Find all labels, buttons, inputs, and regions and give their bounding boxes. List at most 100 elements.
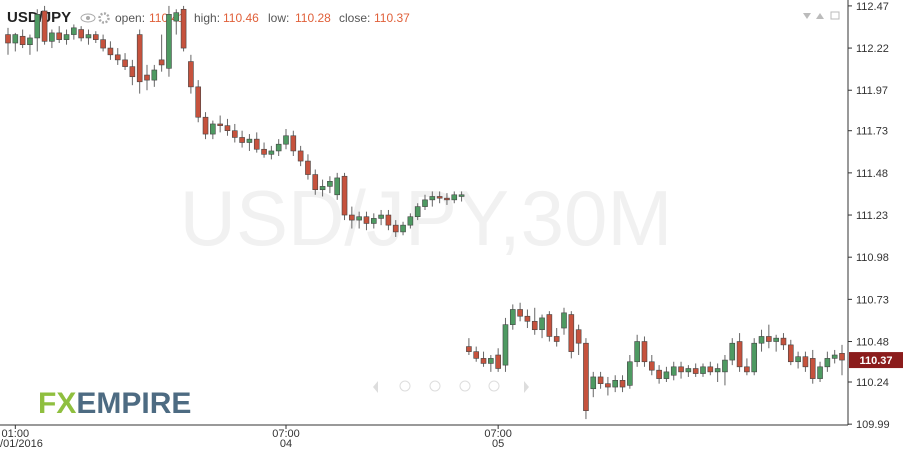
y-tick-label: 111.48 [856, 168, 888, 180]
candle-body [451, 194, 458, 201]
last-price-box [849, 352, 903, 369]
candle-body [787, 344, 794, 363]
y-tick-label: 112.47 [856, 1, 889, 13]
candle-body [12, 34, 19, 44]
candle-body [202, 116, 209, 135]
candle-body [524, 315, 531, 322]
candle-body [253, 138, 260, 150]
candle-body [766, 336, 772, 342]
candle-body [158, 59, 165, 66]
candle-body [590, 376, 597, 390]
candle-body [392, 224, 399, 233]
candle-body [685, 368, 692, 373]
candle-body [268, 150, 275, 155]
candle-body [436, 196, 443, 199]
candle-body [480, 358, 487, 364]
candle-body [634, 341, 640, 363]
nav-toolbar[interactable] [373, 380, 529, 393]
candle-body [224, 125, 231, 132]
candle-body [305, 160, 311, 175]
logo: FXEMPIRE [38, 387, 191, 420]
candle-body [195, 86, 202, 118]
candle-body [129, 66, 136, 78]
candle-body [568, 314, 575, 352]
candle-body [385, 214, 392, 226]
candle-body [780, 337, 787, 346]
candle-body [700, 366, 706, 374]
candle-body [546, 314, 553, 337]
candle-body [363, 216, 370, 224]
candle-body [561, 312, 567, 329]
candle-body [41, 10, 48, 42]
candle-body [319, 186, 326, 191]
candle-body [663, 371, 670, 379]
candle-body [422, 199, 428, 207]
candle-body [466, 346, 472, 352]
y-tick-label: 110.48 [856, 337, 889, 349]
candle-body [114, 54, 121, 61]
candle-body [71, 27, 77, 35]
candle-body [678, 366, 684, 373]
candle-body [378, 214, 384, 219]
candle-body [312, 174, 319, 191]
candle-body [773, 337, 779, 342]
y-tick-label: 109.99 [856, 419, 890, 431]
candle-body [824, 358, 831, 368]
x-tick-label: 07:00 [484, 428, 512, 440]
candle-body [656, 369, 662, 379]
candle-body [714, 368, 721, 373]
candle-body [239, 137, 245, 143]
high-value: 110.46 [223, 11, 259, 25]
candle-body [809, 358, 816, 379]
candle-body [341, 175, 348, 216]
candle-body [327, 180, 333, 187]
candle-body [56, 32, 63, 40]
candle-body [275, 143, 282, 152]
close-value: 110.37 [374, 11, 410, 25]
x-tick-label: 01:00 [2, 428, 30, 440]
candle-body [136, 34, 143, 83]
candle-body [531, 320, 538, 331]
candle-body [63, 34, 70, 40]
eye-icon[interactable] [80, 13, 96, 23]
candle-body [802, 356, 809, 368]
candle-body [502, 324, 509, 366]
watermark: USD/JPY,30M [180, 174, 673, 262]
y-tick-label: 110.73 [856, 294, 889, 306]
candle-body [429, 196, 436, 201]
candle-body [49, 32, 55, 42]
candle-body [414, 206, 421, 218]
candle-body [758, 336, 765, 344]
candle-body [349, 214, 355, 221]
candle-body [488, 358, 494, 364]
candle-body [619, 380, 626, 388]
candle-body [283, 135, 289, 145]
candle-body [444, 197, 450, 201]
low-label: low: [268, 11, 289, 25]
y-tick-label: 111.97 [856, 85, 888, 97]
candle-body [817, 366, 823, 379]
candle-body [407, 216, 414, 226]
candle-body [583, 342, 589, 411]
candle-body [612, 380, 619, 388]
candle-body [217, 123, 223, 126]
logo-empire: EMPIRE [76, 387, 191, 420]
low-value: 110.28 [295, 11, 331, 25]
candle-body [27, 37, 33, 45]
candle-body [19, 35, 26, 45]
x-tick-label: 07:00 [272, 428, 300, 440]
candle-body [107, 47, 114, 56]
settings-icon[interactable] [98, 12, 110, 24]
y-tick-label: 110.98 [856, 252, 889, 264]
close-label: close: [339, 11, 370, 25]
x-date-label: 04/01/2016 [0, 438, 43, 450]
candle-body [334, 177, 341, 196]
window-controls[interactable] [803, 11, 840, 20]
candle-body [261, 148, 267, 155]
y-tick-label: 111.23 [856, 210, 888, 222]
candle-body [144, 74, 150, 81]
candle-body [831, 354, 838, 359]
logo-fx: FX [38, 387, 76, 420]
candle-body [751, 342, 758, 373]
